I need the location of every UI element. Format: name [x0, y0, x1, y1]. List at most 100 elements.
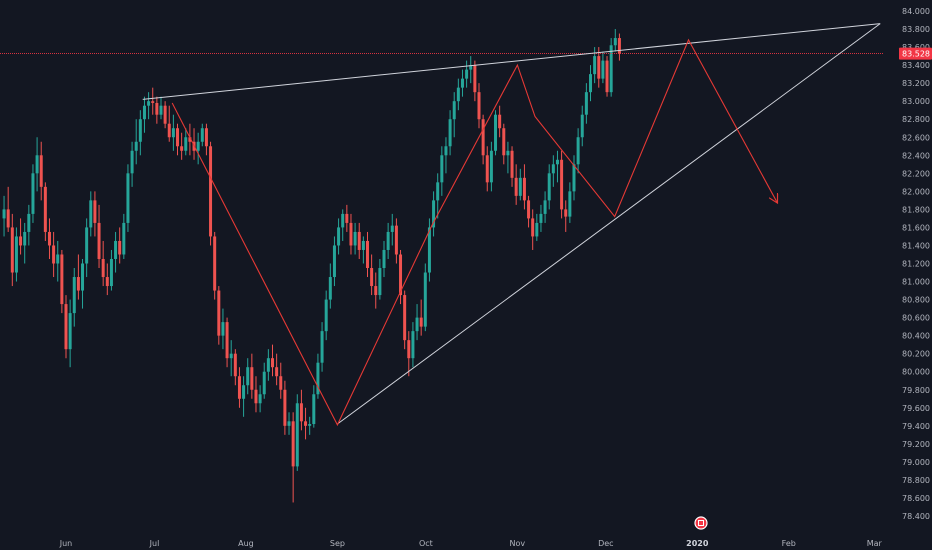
candle	[279, 362, 283, 399]
candle-body	[304, 421, 308, 426]
candle-body	[531, 218, 535, 237]
candle	[81, 258, 85, 309]
price-tick-label: 78.400	[902, 512, 930, 521]
candle-body	[31, 173, 35, 214]
event-marker[interactable]	[694, 516, 708, 530]
candle-body	[47, 231, 51, 246]
candle-body	[473, 65, 477, 93]
candle-body	[510, 150, 514, 178]
candle-body	[572, 164, 576, 192]
candle	[159, 96, 163, 120]
candle-body	[593, 56, 597, 75]
candle-body	[547, 173, 551, 201]
price-tick-label: 80.400	[902, 332, 930, 341]
candle-body	[283, 389, 287, 426]
candle	[19, 218, 23, 255]
candle	[176, 123, 180, 156]
time-axis[interactable]: Jun Jul Aug Sep Oct Nov Dec 2020 Feb Mar	[59, 539, 883, 548]
candle-body	[312, 394, 316, 425]
candle-body	[43, 186, 47, 232]
candle	[440, 146, 444, 196]
candle	[415, 304, 419, 341]
candle-body	[221, 322, 225, 336]
candle-body	[411, 331, 415, 359]
candle	[345, 204, 349, 232]
candle-body	[271, 358, 274, 368]
candle-body	[357, 231, 361, 250]
candle	[35, 137, 39, 192]
candle	[423, 263, 427, 332]
candle-body	[543, 200, 547, 214]
candle	[510, 146, 514, 187]
candle	[427, 218, 431, 282]
zigzag-pattern-path[interactable]	[171, 38, 777, 427]
candle-body	[382, 249, 386, 269]
candle-body	[370, 268, 374, 287]
candle-body	[489, 150, 493, 183]
candle	[473, 60, 477, 102]
current-price-tag[interactable]: 83.528	[899, 47, 932, 60]
candle-body	[23, 231, 27, 246]
price-tick-label: 80.800	[902, 296, 930, 305]
candle-body	[171, 128, 175, 138]
candle	[617, 33, 621, 61]
candle	[411, 322, 415, 368]
candle	[31, 164, 35, 223]
candle-body	[204, 128, 208, 147]
candle	[130, 141, 134, 187]
candle	[477, 83, 481, 129]
candle	[85, 218, 89, 278]
candle	[72, 268, 76, 327]
price-tick-label: 79.200	[902, 440, 930, 449]
candle-body	[163, 105, 167, 124]
price-axis[interactable]: 84.00083.80083.60083.40083.20083.00082.8…	[899, 7, 932, 521]
candle	[609, 38, 613, 97]
candle	[531, 209, 535, 250]
candle	[93, 191, 97, 237]
candle-body	[188, 137, 192, 142]
candle	[481, 114, 485, 165]
candle	[332, 236, 336, 287]
price-tick-label: 82.200	[902, 169, 930, 178]
candle-body	[52, 245, 56, 264]
upper-trendline[interactable]	[142, 23, 881, 100]
candle	[105, 263, 109, 296]
candle	[147, 92, 151, 120]
candle-body	[407, 340, 411, 359]
candle	[605, 56, 609, 97]
candle	[374, 272, 378, 309]
candle-body	[353, 231, 357, 246]
candle	[155, 96, 159, 124]
candle	[386, 222, 390, 259]
candle-body	[316, 362, 320, 395]
candle-body	[101, 258, 105, 278]
time-tick-label: Nov	[510, 539, 526, 548]
candle-body	[423, 272, 427, 327]
price-tick-label: 83.800	[902, 25, 930, 34]
candle	[448, 110, 452, 156]
event-marker-icon[interactable]	[694, 516, 708, 530]
candle-body	[159, 105, 163, 115]
candle	[204, 123, 208, 156]
candle-body	[109, 258, 113, 287]
candle-body	[89, 200, 93, 228]
candle-body	[14, 236, 18, 273]
candle-body	[184, 137, 188, 151]
candle	[547, 164, 551, 210]
candle-body	[427, 227, 431, 273]
candle-body	[386, 231, 390, 250]
candle-body	[522, 177, 526, 201]
candle	[167, 105, 171, 142]
candle-body	[481, 119, 485, 156]
candle	[142, 96, 146, 133]
candle-body	[64, 304, 68, 350]
time-tick-label: Mar	[867, 539, 883, 548]
candle	[382, 240, 386, 278]
candle	[287, 412, 291, 435]
price-tick-label: 81.200	[902, 260, 930, 269]
candle-body	[295, 403, 299, 467]
candle	[560, 150, 564, 219]
candle	[138, 110, 142, 156]
lower-trendline[interactable]	[337, 23, 881, 425]
